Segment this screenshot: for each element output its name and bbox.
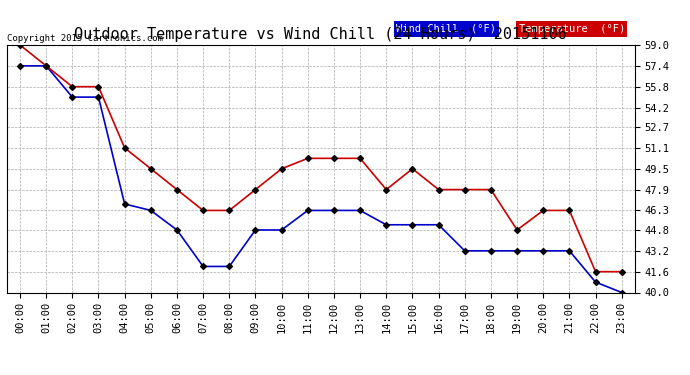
Title: Outdoor Temperature vs Wind Chill (24 Hours)  20151106: Outdoor Temperature vs Wind Chill (24 Ho… (75, 27, 567, 42)
Text: Temperature  (°F): Temperature (°F) (519, 24, 625, 34)
Text: Copyright 2015 Cartronics.com: Copyright 2015 Cartronics.com (7, 33, 163, 42)
Text: Wind Chill  (°F): Wind Chill (°F) (396, 24, 496, 34)
